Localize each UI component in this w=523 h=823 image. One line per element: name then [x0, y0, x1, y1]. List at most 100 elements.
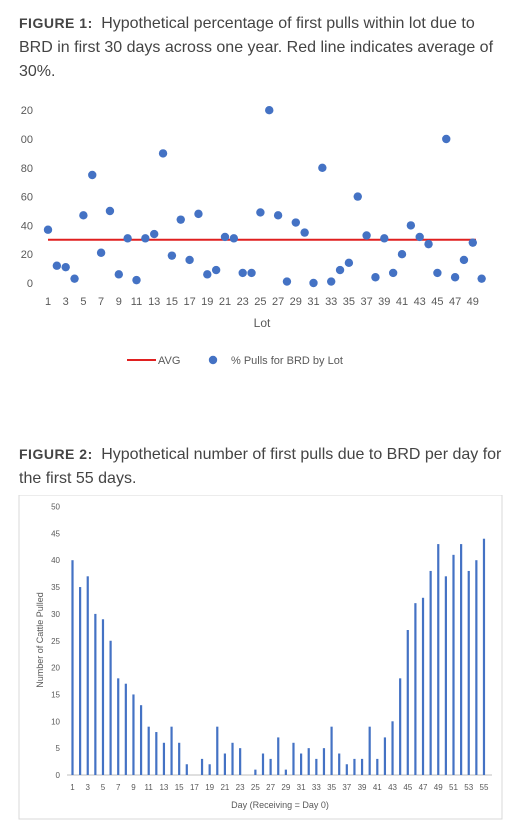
- data-point: [105, 206, 115, 216]
- bar: [482, 538, 486, 775]
- x-tick-label: 33: [325, 296, 337, 308]
- x-tick-label: 33: [312, 783, 321, 792]
- bar: [101, 619, 105, 775]
- x-tick-label: 43: [388, 783, 397, 792]
- bar: [216, 726, 219, 775]
- x-tick-label: 13: [159, 783, 168, 792]
- data-point: [141, 234, 150, 243]
- x-tick-label: 51: [449, 783, 458, 792]
- chart-border: [18, 495, 503, 820]
- bar: [376, 758, 379, 775]
- legend-series-swatch: [208, 355, 218, 365]
- x-tick-label: 29: [290, 296, 302, 308]
- y-tick-label: 25: [51, 637, 60, 646]
- bar: [330, 726, 333, 775]
- bar: [452, 554, 455, 775]
- bar: [79, 587, 82, 775]
- y-tick-label: 20: [21, 249, 33, 261]
- data-point: [211, 265, 221, 275]
- x-tick-label: 31: [307, 296, 319, 308]
- x-tick-label: 49: [434, 783, 443, 792]
- bar: [109, 640, 112, 775]
- data-point: [327, 277, 336, 286]
- x-tick-label: 9: [116, 296, 122, 308]
- data-point: [185, 255, 194, 265]
- x-tick-label: 3: [86, 783, 91, 792]
- data-point: [388, 268, 398, 278]
- data-point: [79, 211, 88, 220]
- x-tick-label: 25: [254, 296, 266, 308]
- data-point: [96, 248, 106, 257]
- data-point: [415, 232, 424, 242]
- bar: [368, 726, 371, 775]
- figure2-label: FIGURE 2:: [19, 446, 93, 462]
- data-point: [282, 277, 292, 286]
- data-point: [309, 278, 318, 288]
- bar: [414, 603, 417, 775]
- y-tick-label: 00: [21, 134, 33, 146]
- data-point: [194, 209, 203, 219]
- bar: [391, 721, 394, 775]
- x-tick-label: 27: [272, 296, 284, 308]
- figure1-caption-text: Hypothetical percentage of first pulls w…: [19, 15, 494, 80]
- bar: [284, 769, 287, 775]
- y-tick-label: 20: [21, 105, 33, 117]
- data-point: [424, 239, 433, 249]
- data-point: [468, 238, 477, 247]
- figure2-caption: FIGURE 2: Hypothetical number of first p…: [19, 442, 509, 491]
- x-tick-label: 11: [131, 296, 142, 308]
- x-tick-label: 29: [281, 783, 290, 792]
- data-point: [353, 192, 362, 201]
- x-tick-label: 1: [45, 296, 51, 308]
- bar: [475, 560, 478, 775]
- y-tick-label: 40: [21, 220, 33, 232]
- data-point: [43, 225, 53, 234]
- bar: [147, 726, 150, 775]
- y-tick-label: 80: [21, 163, 33, 175]
- data-point: [256, 208, 265, 217]
- y-tick-label: 20: [51, 664, 60, 673]
- x-tick-label: 27: [266, 783, 275, 792]
- legend-avg-label: AVG: [158, 355, 180, 367]
- data-point: [247, 268, 256, 278]
- x-tick-label: 5: [101, 783, 106, 792]
- bar: [406, 630, 409, 775]
- data-point: [158, 149, 168, 158]
- x-tick-label: 31: [297, 783, 306, 792]
- bar: [86, 576, 89, 775]
- x-tick-label: 37: [360, 296, 372, 308]
- bar: [178, 742, 181, 775]
- data-point: [459, 255, 469, 265]
- y-tick-label: 0: [56, 771, 61, 780]
- bar: [124, 683, 127, 775]
- data-point: [150, 229, 159, 239]
- data-point: [362, 231, 371, 240]
- x-tick-label: 23: [237, 296, 249, 308]
- data-point: [450, 273, 460, 282]
- x-tick-label: 17: [183, 296, 195, 308]
- y-tick-label: 15: [51, 690, 60, 699]
- data-point: [371, 273, 380, 282]
- x-axis-label: Lot: [254, 316, 271, 330]
- x-tick-label: 39: [378, 296, 390, 308]
- y-tick-label: 60: [21, 192, 33, 204]
- x-tick-label: 55: [480, 783, 489, 792]
- data-point: [380, 234, 389, 243]
- x-tick-label: 15: [175, 783, 184, 792]
- data-point: [229, 234, 239, 243]
- x-tick-label: 19: [205, 783, 214, 792]
- bar: [338, 753, 341, 775]
- figure2-caption-text: Hypothetical number of first pulls due t…: [19, 446, 502, 487]
- x-tick-label: 21: [219, 296, 231, 308]
- bar: [139, 705, 143, 775]
- data-point: [238, 268, 247, 278]
- bar: [117, 678, 120, 775]
- bar: [200, 758, 204, 775]
- bar: [444, 576, 447, 775]
- x-tick-label: 41: [373, 783, 382, 792]
- data-point: [273, 211, 283, 220]
- x-tick-label: 5: [80, 296, 86, 308]
- data-point: [114, 270, 124, 279]
- bar: [269, 758, 272, 775]
